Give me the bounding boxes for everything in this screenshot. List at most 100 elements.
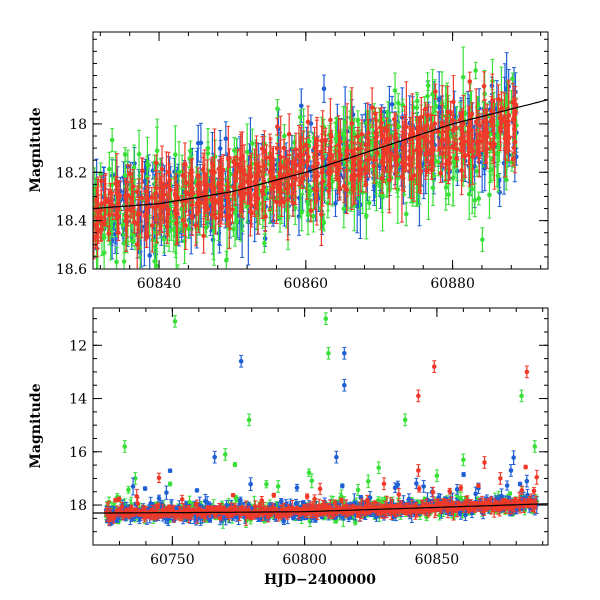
green-series-point xyxy=(224,258,229,263)
green-series-point xyxy=(95,279,100,284)
green-series-point xyxy=(494,133,500,138)
red-series-point xyxy=(195,183,200,189)
green-series-point xyxy=(188,148,193,154)
red-series-point xyxy=(189,186,195,192)
red-series-point xyxy=(106,212,112,218)
red-series-point xyxy=(189,214,195,220)
red-series-point xyxy=(98,227,103,232)
green-series-point xyxy=(450,159,456,165)
green-series-point xyxy=(169,219,174,224)
green-series-point xyxy=(205,145,211,151)
green-series-point xyxy=(474,168,480,174)
red-series-point xyxy=(183,180,189,185)
green-series-point xyxy=(262,240,267,246)
green-series-point xyxy=(161,237,167,242)
red-series-point xyxy=(201,233,206,239)
green-series-point xyxy=(305,212,311,218)
green-series-point xyxy=(460,74,466,80)
green-series-point xyxy=(377,183,382,189)
red-series-point xyxy=(131,205,136,211)
green-series-point xyxy=(446,192,451,197)
green-series-point xyxy=(109,137,115,143)
green-series-point xyxy=(469,186,475,192)
red-series-point xyxy=(180,218,186,223)
green-series-point xyxy=(305,193,311,198)
green-series-point xyxy=(396,124,402,129)
blue-series-point xyxy=(321,86,327,92)
red-series-point xyxy=(145,197,151,203)
red-series-point xyxy=(159,166,165,172)
green-series-point xyxy=(114,259,119,265)
red-series-point xyxy=(167,178,172,183)
green-series-point xyxy=(244,203,250,209)
green-series-point xyxy=(102,235,107,240)
blue-series-point xyxy=(262,236,268,241)
red-series-point xyxy=(149,223,155,228)
green-series-point xyxy=(374,180,379,185)
green-series-point xyxy=(275,106,280,111)
green-series-point xyxy=(403,211,409,217)
green-series-point xyxy=(466,191,472,197)
green-series-point xyxy=(433,103,439,109)
green-series-point xyxy=(380,194,385,199)
red-series-point xyxy=(93,235,98,240)
red-series-point xyxy=(196,199,202,204)
blue-series-point xyxy=(223,136,229,141)
green-series-point xyxy=(122,152,128,157)
red-series-point xyxy=(108,190,113,195)
green-series-point xyxy=(333,136,339,142)
blue-series-point xyxy=(356,200,362,205)
green-series-point xyxy=(395,100,401,106)
blue-series-point xyxy=(297,195,302,201)
green-series-point xyxy=(107,166,112,172)
red-series-point xyxy=(114,215,120,221)
red-series-point xyxy=(134,242,140,247)
green-series-point xyxy=(503,177,509,183)
red-series-point xyxy=(186,191,192,197)
green-series-point xyxy=(171,227,177,233)
green-series-point xyxy=(415,98,420,104)
blue-series-point xyxy=(389,102,395,107)
red-series-point xyxy=(140,168,145,173)
green-series-point xyxy=(131,165,137,170)
green-series-point xyxy=(121,259,127,264)
green-series-point xyxy=(186,226,191,232)
red-series-point xyxy=(180,173,186,178)
red-series-point xyxy=(209,212,215,218)
red-series-point xyxy=(195,173,201,178)
green-series-point xyxy=(145,163,151,168)
red-series-point xyxy=(106,231,112,236)
red-series-point xyxy=(113,181,118,186)
green-series-point xyxy=(482,91,487,97)
green-series-point xyxy=(138,270,143,275)
red-series-point xyxy=(152,205,157,210)
green-series-point xyxy=(351,131,357,136)
green-series-point xyxy=(392,88,398,93)
red-series-point xyxy=(103,196,108,201)
blue-series-point xyxy=(436,96,442,102)
green-series-point xyxy=(341,131,346,137)
green-series-point xyxy=(355,118,361,123)
green-series-point xyxy=(487,192,492,198)
green-series-point xyxy=(495,173,501,179)
green-series-point xyxy=(425,93,430,99)
green-series-point xyxy=(173,152,178,157)
green-series-point xyxy=(232,210,238,216)
red-series-point xyxy=(134,189,140,195)
green-series-point xyxy=(152,258,157,264)
green-series-point xyxy=(250,141,255,146)
green-series-point xyxy=(472,197,478,203)
red-series-point xyxy=(200,167,206,173)
green-series-point xyxy=(431,173,436,179)
red-series-point xyxy=(135,212,141,217)
green-series-point xyxy=(136,152,142,157)
red-series-point xyxy=(175,211,180,217)
green-series-point xyxy=(364,213,369,219)
green-series-point xyxy=(510,76,515,81)
red-series-point xyxy=(123,213,129,219)
green-series-point xyxy=(341,206,347,211)
red-series-point xyxy=(164,183,169,188)
red-series-point xyxy=(123,193,128,199)
